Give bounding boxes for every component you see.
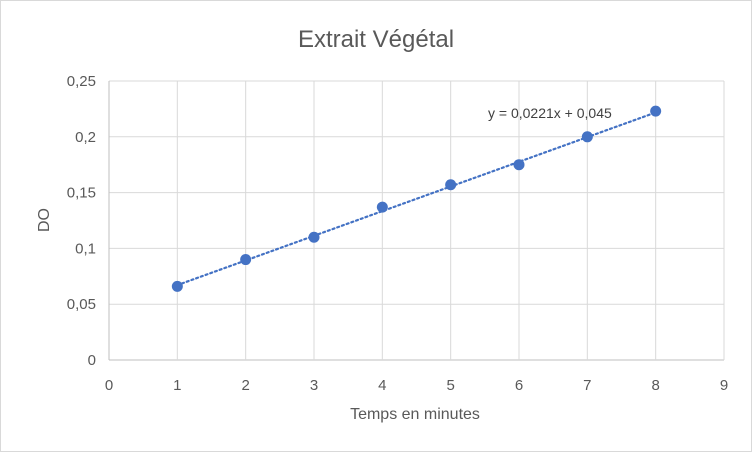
x-tick-label: 6 [515, 377, 523, 394]
x-tick-label: 5 [446, 377, 454, 394]
x-tick-label: 3 [310, 377, 318, 394]
data-point [376, 201, 388, 213]
y-tick-labels: 0 0,05 0,1 0,15 0,2 0,25 [67, 73, 96, 369]
x-tick-label: 2 [241, 377, 249, 394]
trendline [176, 111, 657, 287]
y-axis-label: DO [36, 208, 53, 232]
x-axis-label: Temps en minutes [350, 406, 480, 423]
x-tick-labels: 0 1 2 3 4 5 6 7 8 9 [105, 377, 728, 394]
x-tick-label: 1 [173, 377, 181, 394]
trendline-equation: y = 0,0221x + 0,045 [488, 105, 612, 121]
data-point [240, 254, 252, 266]
data-points [171, 105, 662, 292]
x-tick-label: 7 [583, 377, 591, 394]
x-tick-label: 0 [105, 377, 113, 394]
data-point [171, 280, 183, 292]
x-tick-label: 9 [720, 377, 728, 394]
data-point [650, 105, 662, 117]
gridlines [108, 80, 725, 361]
chart-title: Extrait Végétal [298, 26, 454, 53]
y-tick-label: 0,05 [67, 296, 96, 313]
data-point [308, 231, 320, 243]
x-tick-label: 4 [378, 377, 386, 394]
data-point [445, 179, 457, 191]
x-tick-label: 8 [651, 377, 659, 394]
y-tick-label: 0,25 [67, 73, 96, 90]
y-tick-label: 0,15 [67, 185, 96, 202]
y-tick-label: 0 [88, 352, 96, 369]
data-point [513, 159, 525, 171]
trendline-group [176, 111, 657, 287]
data-point [581, 131, 593, 143]
y-tick-label: 0,2 [75, 129, 96, 146]
y-tick-label: 0,1 [75, 240, 96, 257]
